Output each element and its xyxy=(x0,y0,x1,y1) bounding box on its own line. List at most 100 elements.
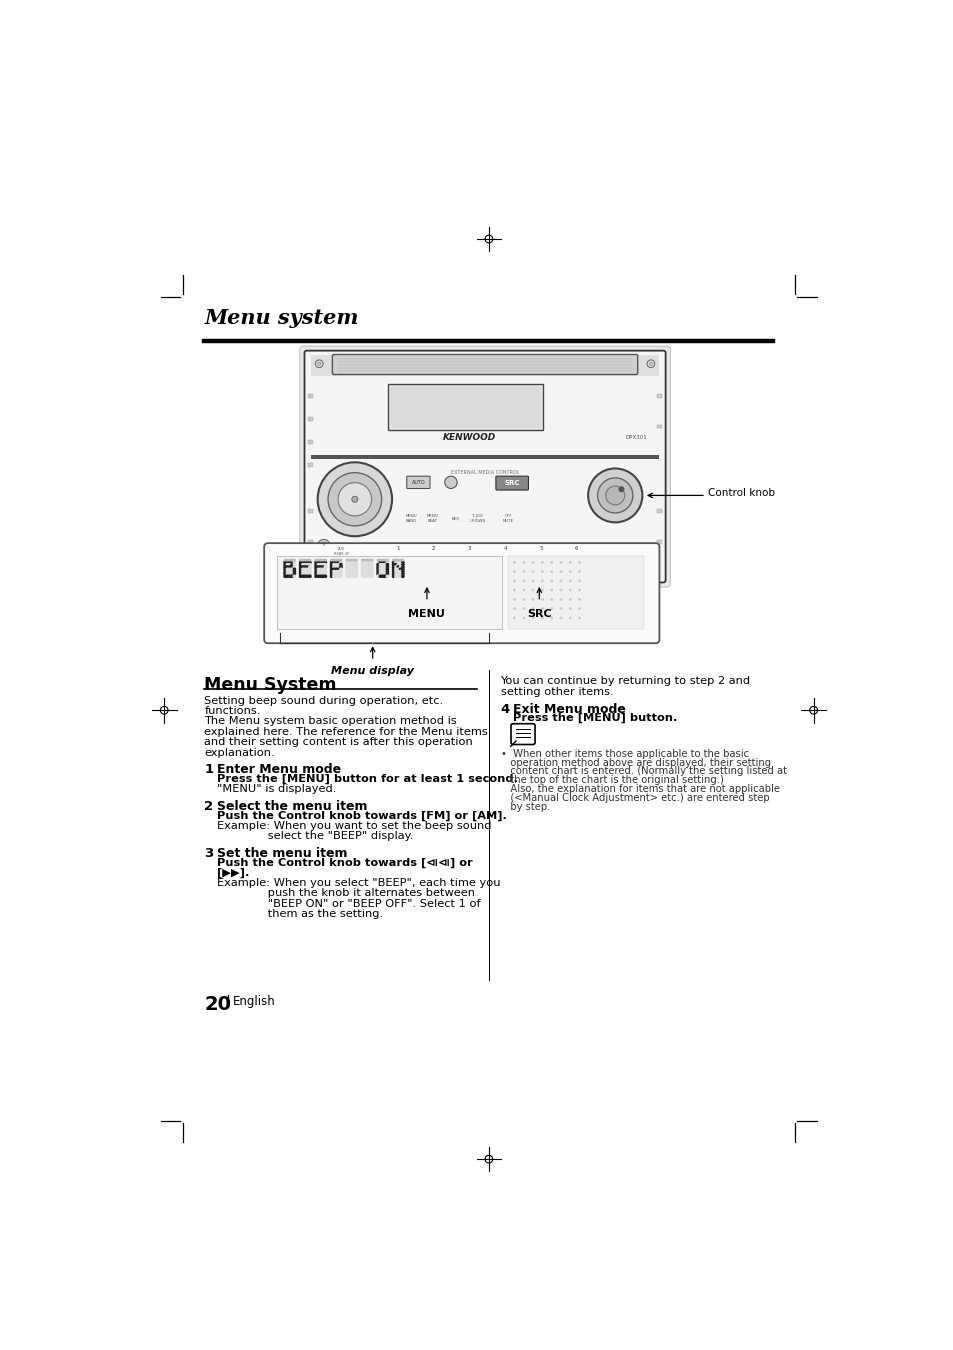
Circle shape xyxy=(291,568,293,571)
Text: select the "BEEP" display.: select the "BEEP" display. xyxy=(216,832,413,841)
Circle shape xyxy=(291,571,293,572)
Circle shape xyxy=(355,563,357,566)
Circle shape xyxy=(317,362,320,366)
Circle shape xyxy=(399,571,401,572)
Circle shape xyxy=(330,563,333,566)
Circle shape xyxy=(293,571,295,572)
Circle shape xyxy=(335,571,337,572)
Circle shape xyxy=(395,563,396,566)
Circle shape xyxy=(293,572,295,575)
Circle shape xyxy=(399,559,401,560)
Circle shape xyxy=(355,568,357,571)
Circle shape xyxy=(366,566,368,568)
Circle shape xyxy=(371,572,373,575)
Circle shape xyxy=(381,568,383,571)
Circle shape xyxy=(578,580,579,582)
Text: AUTO: AUTO xyxy=(411,479,425,485)
Circle shape xyxy=(386,563,388,566)
Text: SRC: SRC xyxy=(504,481,519,486)
Circle shape xyxy=(395,562,396,563)
Circle shape xyxy=(392,575,395,578)
Circle shape xyxy=(395,559,396,560)
Circle shape xyxy=(304,566,306,568)
Circle shape xyxy=(289,559,291,560)
Circle shape xyxy=(333,559,335,560)
Bar xyxy=(311,355,659,377)
Circle shape xyxy=(401,568,404,571)
Circle shape xyxy=(361,559,363,560)
Circle shape xyxy=(319,562,321,563)
Circle shape xyxy=(353,562,355,563)
Circle shape xyxy=(513,571,515,572)
Circle shape xyxy=(350,575,353,578)
Circle shape xyxy=(522,562,524,563)
Circle shape xyxy=(314,563,317,566)
Text: Press the [MENU] button for at least 1 second.: Press the [MENU] button for at least 1 s… xyxy=(216,774,517,784)
Circle shape xyxy=(559,617,561,618)
Circle shape xyxy=(286,571,289,572)
Circle shape xyxy=(587,468,641,522)
Circle shape xyxy=(306,571,309,572)
Text: P: P xyxy=(322,544,325,548)
Circle shape xyxy=(381,572,383,575)
Text: Menu system: Menu system xyxy=(204,308,358,328)
Circle shape xyxy=(306,562,309,563)
Circle shape xyxy=(348,572,350,575)
Circle shape xyxy=(366,563,368,566)
Circle shape xyxy=(368,572,371,575)
Circle shape xyxy=(386,566,388,568)
Circle shape xyxy=(317,572,319,575)
Circle shape xyxy=(319,572,321,575)
Text: Example: When you want to set the beep sound: Example: When you want to set the beep s… xyxy=(216,821,491,830)
Circle shape xyxy=(379,566,381,568)
Text: Push the Control knob towards [⧏⧏] or: Push the Control knob towards [⧏⧏] or xyxy=(216,857,472,868)
Text: You can continue by returning to step 2 and: You can continue by returning to step 2 … xyxy=(500,676,750,686)
Circle shape xyxy=(550,598,552,601)
Circle shape xyxy=(339,563,342,566)
Circle shape xyxy=(364,559,365,560)
Circle shape xyxy=(559,608,561,609)
Circle shape xyxy=(299,566,301,568)
Circle shape xyxy=(291,562,293,563)
Circle shape xyxy=(289,566,291,568)
Circle shape xyxy=(335,563,337,566)
Text: 6: 6 xyxy=(574,545,578,551)
Circle shape xyxy=(286,562,289,563)
Text: T-JOG
UP/DWN: T-JOG UP/DWN xyxy=(469,514,485,522)
Circle shape xyxy=(317,571,319,572)
Circle shape xyxy=(309,562,311,563)
Circle shape xyxy=(386,575,388,578)
Text: them as the setting.: them as the setting. xyxy=(216,910,382,919)
Circle shape xyxy=(309,575,311,578)
Bar xyxy=(422,545,444,554)
Bar xyxy=(565,545,587,554)
Circle shape xyxy=(306,575,309,578)
Bar xyxy=(657,509,661,513)
Circle shape xyxy=(522,608,524,609)
Text: 3: 3 xyxy=(467,545,471,551)
Circle shape xyxy=(353,563,355,566)
Circle shape xyxy=(309,563,311,566)
Circle shape xyxy=(284,572,286,575)
Text: content chart is entered. (Normally the setting listed at: content chart is entered. (Normally the … xyxy=(500,767,785,776)
Circle shape xyxy=(379,568,381,571)
Circle shape xyxy=(350,563,353,566)
Circle shape xyxy=(396,566,399,568)
Circle shape xyxy=(371,571,373,572)
Circle shape xyxy=(355,571,357,572)
Circle shape xyxy=(396,563,399,566)
Circle shape xyxy=(291,566,293,568)
Circle shape xyxy=(301,572,304,575)
Circle shape xyxy=(284,571,286,572)
Circle shape xyxy=(324,575,326,578)
Text: 4: 4 xyxy=(500,702,509,716)
Circle shape xyxy=(302,559,303,560)
Circle shape xyxy=(335,568,337,571)
Circle shape xyxy=(578,598,579,601)
Circle shape xyxy=(532,562,534,563)
Circle shape xyxy=(379,572,381,575)
Circle shape xyxy=(550,617,552,618)
Bar xyxy=(657,394,661,398)
Circle shape xyxy=(348,562,350,563)
Text: Example: When you select "BEEP", each time you: Example: When you select "BEEP", each ti… xyxy=(216,878,500,888)
